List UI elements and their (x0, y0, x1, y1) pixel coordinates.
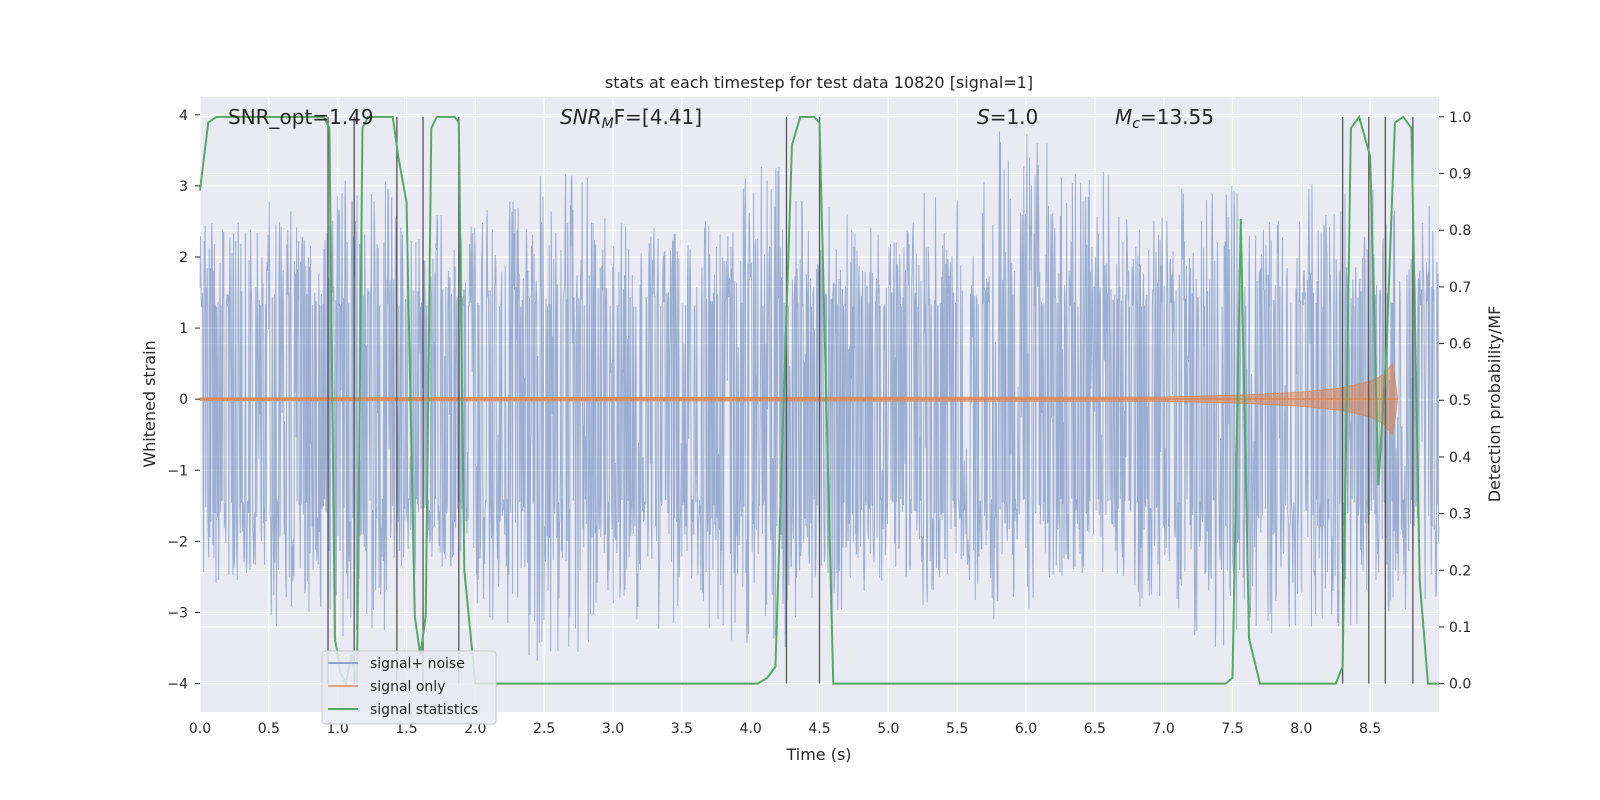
y-right-tick-label: 0.8 (1449, 223, 1471, 239)
mc-value: =13.55 (1140, 105, 1214, 129)
y-left-tick-label: −4 (167, 677, 188, 693)
y-right-tick-label: 0.6 (1449, 337, 1471, 353)
vertical-markers (327, 116, 1414, 684)
y-right-tick-label: 0.9 (1449, 167, 1471, 183)
legend: signal+ noise signal only signal statist… (321, 650, 497, 725)
x-tick-label: 0.0 (189, 721, 211, 737)
y-left-tick-label: −1 (167, 463, 188, 479)
legend-box (321, 650, 497, 725)
snr-opt-annotation: SNR_opt=1.49 (228, 105, 374, 129)
x-tick-label: 4.0 (740, 721, 762, 737)
x-tick-label: 7.0 (1153, 721, 1175, 737)
chart-title: stats at each timestep for test data 108… (605, 73, 1033, 92)
y-right-tick-label: 0.4 (1449, 450, 1471, 466)
right-y-axis-label: Detection probability/MF (1485, 306, 1504, 503)
mc-subscript: c (1132, 116, 1140, 132)
y-right-tick-label: 0.2 (1449, 563, 1471, 579)
x-tick-label: 2.0 (464, 721, 486, 737)
left-y-axis-label: Whitened strain (140, 340, 159, 467)
snr-mf-value: F=[4.41] (614, 105, 702, 129)
s-annotation: S=1.0 (977, 105, 1038, 129)
snr-mf-symbol: SNR (560, 105, 602, 129)
right-y-axis-ticks: 0.0 0.1 0.2 0.3 0.4 0.5 0.6 0.7 0.8 0.9 1.0 (1439, 110, 1471, 693)
x-tick-label: 5.5 (946, 721, 968, 737)
x-tick-label: 3.0 (602, 721, 624, 737)
snr-mf-subscript: M (602, 116, 614, 132)
x-axis-ticks: 0.0 0.5 1.0 1.5 2.0 2.5 3.0 3.5 4.0 4.5 5.0 5.5 6.0 6… (189, 721, 1381, 737)
y-left-tick-label: 3 (179, 179, 188, 195)
mc-symbol: M (1115, 105, 1132, 129)
legend-label-signal-only: signal only (370, 679, 445, 695)
x-tick-label: 8.0 (1290, 721, 1312, 737)
x-tick-label: 6.5 (1084, 721, 1106, 737)
x-tick-label: 2.5 (533, 721, 555, 737)
x-tick-label: 3.5 (671, 721, 693, 737)
x-tick-label: 4.5 (808, 721, 830, 737)
y-left-tick-label: 2 (179, 250, 188, 266)
mc-annotation: Mc=13.55 (1115, 105, 1214, 132)
x-tick-label: 0.5 (258, 721, 280, 737)
y-right-tick-label: 0.7 (1449, 280, 1471, 296)
y-left-tick-label: −3 (167, 605, 188, 621)
x-axis-label: Time (s) (785, 745, 851, 764)
y-right-tick-label: 0.1 (1449, 620, 1471, 636)
x-tick-label: 7.5 (1221, 721, 1243, 737)
y-left-tick-label: 4 (179, 108, 188, 124)
legend-label-signal-statistics: signal statistics (370, 702, 478, 718)
y-right-tick-label: 1.0 (1449, 110, 1471, 126)
s-symbol: S (977, 105, 990, 129)
x-tick-label: 8.5 (1359, 721, 1381, 737)
y-left-tick-label: 0 (179, 392, 188, 408)
s-value: =1.0 (990, 105, 1039, 129)
legend-label-signal-noise: signal+ noise (370, 656, 465, 672)
x-tick-label: 6.0 (1015, 721, 1037, 737)
left-y-axis-ticks: −4 −3 −2 −1 0 1 2 3 4 (167, 108, 200, 693)
x-tick-label: 1.5 (395, 721, 417, 737)
y-left-tick-label: −2 (167, 534, 188, 550)
y-right-tick-label: 0.0 (1449, 677, 1471, 693)
x-tick-label: 5.0 (877, 721, 899, 737)
y-right-tick-label: 0.3 (1449, 507, 1471, 523)
snr-mf-annotation: SNRMF=[4.41] (560, 105, 702, 132)
y-left-tick-label: 1 (179, 321, 188, 337)
signal-only-series (199, 362, 1399, 436)
y-right-tick-label: 0.5 (1449, 393, 1471, 409)
x-tick-label: 1.0 (327, 721, 349, 737)
